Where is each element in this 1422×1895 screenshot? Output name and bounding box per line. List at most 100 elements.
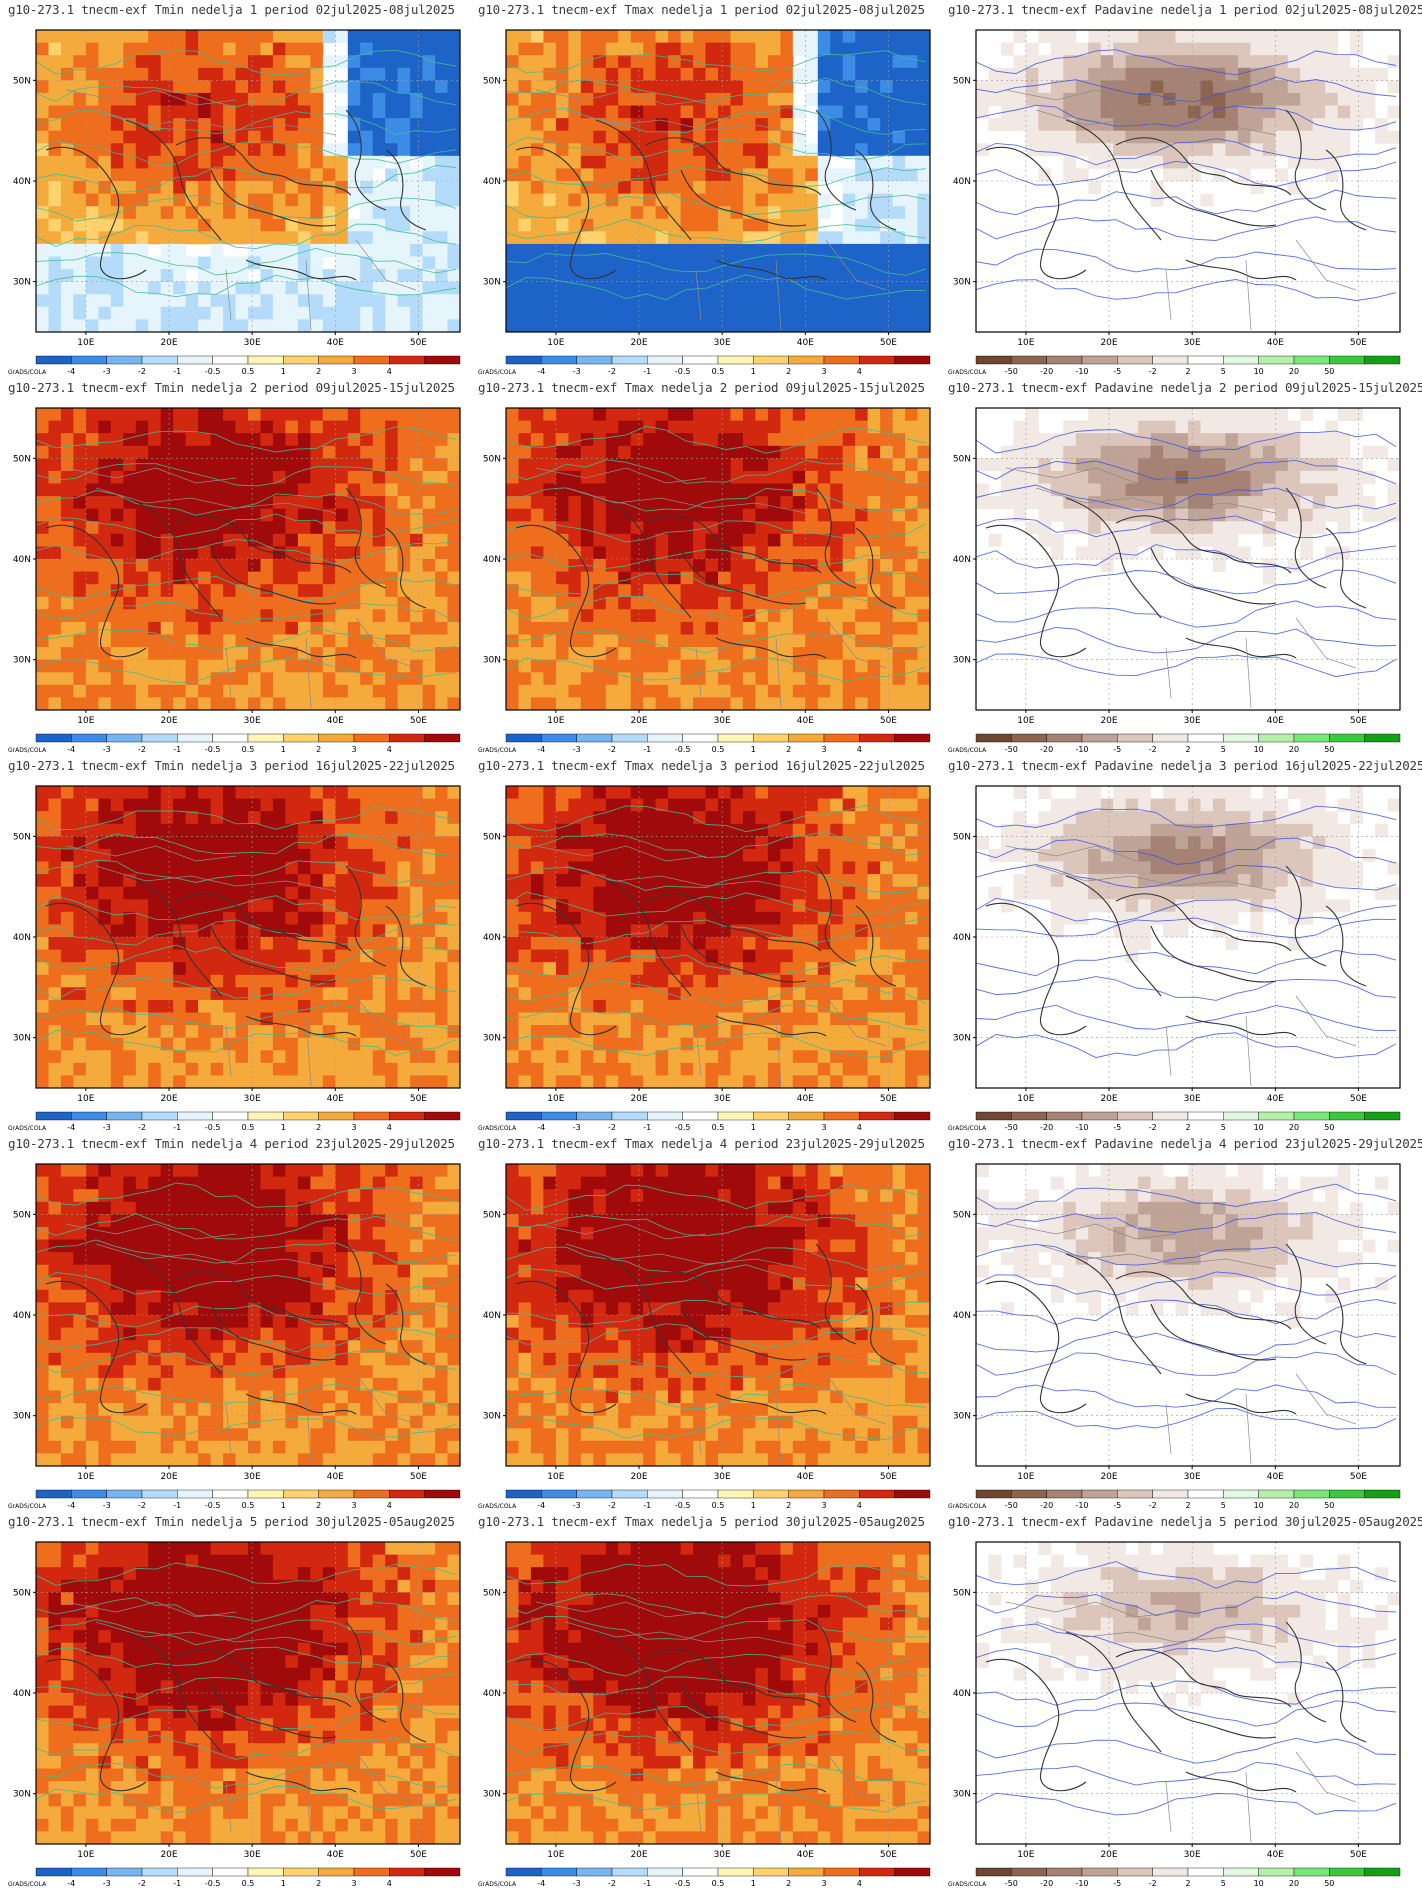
colorbar-swatch (1223, 1489, 1259, 1499)
colorbar-tick-label: -10 (1075, 367, 1088, 376)
colorbar-swatch (1152, 355, 1189, 365)
map-svg: 10E 20E 30E 40E 50E 50N 40N 30N (483, 407, 931, 726)
colorbar: -4 -3 -2 -1 -0.5 0.5 1 2 3 4 GrADS/COLA (8, 1489, 461, 1510)
lon-tick-label: 50E (1350, 1850, 1367, 1860)
colorbar-swatch (894, 1867, 931, 1877)
colorbar-swatch (1187, 733, 1224, 743)
colorbar-swatch (1011, 355, 1047, 365)
colorbar-tick-label: 2 (786, 1123, 791, 1132)
lon-tick-label: 40E (797, 1472, 814, 1482)
colorbar-svg: -4 -3 -2 -1 -0.5 0.5 1 2 3 4 GrADS/COLA (478, 1867, 931, 1888)
lat-tick-label: 50N (953, 1210, 971, 1220)
colorbar-svg: -50 -20 -10 -5 -2 2 5 10 20 50 GrADS/COLA (948, 355, 1401, 376)
colorbar-swatch (975, 1111, 1012, 1121)
lat-tick-label: 40N (953, 1689, 971, 1699)
colorbar-tick-label: 50 (1324, 1501, 1334, 1510)
colorbar-swatch (177, 1867, 213, 1877)
colorbar-swatch (283, 1489, 319, 1499)
colorbar-tick-label: 3 (351, 1123, 356, 1132)
colorbar-swatch (576, 733, 613, 743)
colorbar-tick-label: 2 (786, 1501, 791, 1510)
colorbar-swatch (1223, 355, 1259, 365)
lon-tick-label: 30E (244, 1850, 261, 1860)
colorbar: -4 -3 -2 -1 -0.5 0.5 1 2 3 4 GrADS/COLA (8, 1111, 461, 1132)
coastlines (515, 1223, 897, 1465)
source-label: GrADS/COLA (8, 1125, 47, 1132)
colorbar-tick-label: -4 (537, 1501, 545, 1510)
panel-title: g10-273.1 tnecm-exf Tmin nedelja 1 perio… (8, 2, 455, 17)
colorbar-swatch (1046, 1111, 1083, 1121)
panel-title: g10-273.1 tnecm-exf Tmax nedelja 3 perio… (478, 758, 925, 773)
source-label: GrADS/COLA (478, 1125, 517, 1132)
map-panel: g10-273.1 tnecm-exf Tmax nedelja 2 perio… (476, 378, 946, 756)
lon-tick-label: 40E (327, 1472, 344, 1482)
colorbar-swatch (1081, 1111, 1118, 1121)
colorbar-swatch (505, 355, 542, 365)
lon-tick-label: 40E (1267, 716, 1284, 726)
colorbar-tick-label: -20 (1040, 745, 1053, 754)
colorbar-swatch (212, 355, 249, 365)
colorbar-swatch (1152, 1867, 1189, 1877)
colorbar-swatch (859, 1111, 895, 1121)
contour-lines (975, 805, 1397, 1059)
lon-tick-label: 40E (797, 716, 814, 726)
colorbar-swatch (353, 1111, 390, 1121)
colorbar-swatch (975, 733, 1012, 743)
colorbar-swatch (1329, 1111, 1365, 1121)
colorbar-tick-label: 2 (1185, 745, 1190, 754)
lat-tick-label: 40N (483, 1689, 501, 1699)
colorbar-tick-label: 4 (387, 1123, 392, 1132)
lat-tick-label: 30N (953, 656, 971, 666)
colorbar-swatch (975, 1489, 1012, 1499)
map-svg: 10E 20E 30E 40E 50E 50N 40N 30N (953, 29, 1401, 348)
colorbar-tick-label: 0.5 (712, 1879, 725, 1888)
panel-title: g10-273.1 tnecm-exf Tmin nedelja 4 perio… (8, 1136, 455, 1151)
colorbar-tick-label: 3 (351, 1501, 356, 1510)
colorbar-tick-label: -3 (103, 745, 111, 754)
colorbar-tick-label: -2 (138, 1879, 146, 1888)
colorbar-tick-label: -3 (573, 1123, 581, 1132)
colorbar-tick-label: 1 (281, 1123, 286, 1132)
colorbar-swatch (541, 1867, 577, 1877)
colorbar-swatch (247, 355, 284, 365)
colorbar-tick-label: -2 (608, 745, 616, 754)
colorbar-swatch (788, 1489, 825, 1499)
coastlines (515, 89, 897, 331)
coastlines (515, 845, 897, 1087)
source-label: GrADS/COLA (478, 1881, 517, 1888)
lat-tick-label: 50N (953, 1588, 971, 1598)
colorbar-swatch (717, 1867, 754, 1877)
graticule (36, 408, 460, 710)
lon-tick-label: 30E (244, 1472, 261, 1482)
colorbar-swatch (353, 355, 390, 365)
coastlines (45, 89, 427, 331)
colorbar-swatch (318, 1111, 355, 1121)
colorbar-swatch (859, 1489, 895, 1499)
colorbar-swatch (247, 1111, 284, 1121)
source-label: GrADS/COLA (478, 1503, 517, 1510)
colorbar-swatch (576, 1489, 613, 1499)
lon-tick-label: 20E (630, 1094, 647, 1104)
colorbar-swatch (141, 1867, 178, 1877)
colorbar-tick-label: -2 (138, 1123, 146, 1132)
colorbar-tick-label: -1 (173, 1123, 181, 1132)
colorbar-tick-label: -20 (1040, 367, 1053, 376)
colorbar-tick-label: -2 (138, 745, 146, 754)
lat-tick-label: 40N (483, 555, 501, 565)
colorbar-tick-label: -50 (1005, 745, 1018, 754)
colorbar-tick-label: -4 (67, 1123, 75, 1132)
contour-lines (35, 806, 457, 1057)
colorbar-swatch (1223, 1111, 1259, 1121)
source-label: GrADS/COLA (8, 747, 47, 754)
colorbar-tick-label: -2 (1149, 745, 1157, 754)
colorbar-tick-label: 2 (1185, 1123, 1190, 1132)
colorbar-tick-label: 4 (387, 1879, 392, 1888)
lon-tick-label: 20E (630, 1850, 647, 1860)
colorbar-swatch (823, 355, 860, 365)
map-svg: 10E 20E 30E 40E 50E 50N 40N 30N (483, 785, 931, 1104)
map-panel: g10-273.1 tnecm-exf Tmax nedelja 3 perio… (476, 756, 946, 1134)
lon-tick-label: 20E (1100, 1472, 1117, 1482)
lon-tick-label: 10E (1017, 1094, 1034, 1104)
lat-tick-label: 50N (483, 454, 501, 464)
colorbar-tick-label: 4 (857, 1501, 862, 1510)
